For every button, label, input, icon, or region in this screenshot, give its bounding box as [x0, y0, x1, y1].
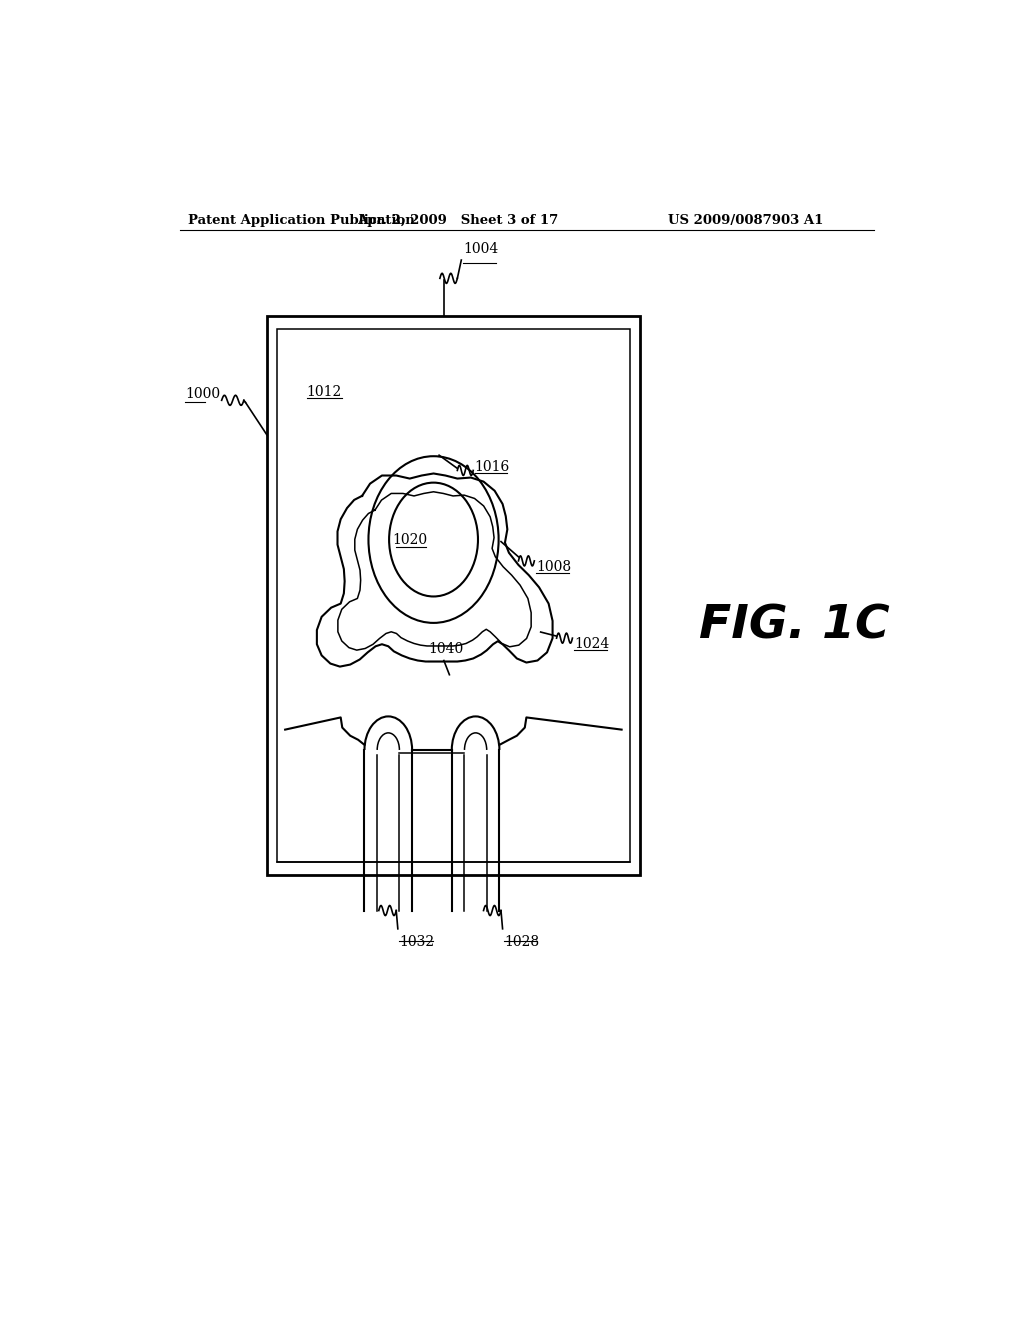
Text: 1000: 1000	[185, 387, 220, 401]
Text: 1008: 1008	[536, 560, 571, 574]
Text: 1016: 1016	[475, 461, 510, 474]
Text: 1012: 1012	[306, 385, 342, 399]
Text: 1028: 1028	[504, 935, 540, 949]
Text: Apr. 2, 2009   Sheet 3 of 17: Apr. 2, 2009 Sheet 3 of 17	[356, 214, 558, 227]
Text: 1004: 1004	[463, 242, 498, 256]
Text: FIG. 1C: FIG. 1C	[699, 603, 890, 648]
Bar	[278, 329, 630, 862]
Text: 1024: 1024	[574, 638, 609, 651]
Text: US 2009/0087903 A1: US 2009/0087903 A1	[668, 214, 823, 227]
Text: 1020: 1020	[392, 532, 427, 546]
Bar	[267, 315, 640, 875]
Text: 1040: 1040	[428, 643, 463, 656]
Text: Patent Application Publication: Patent Application Publication	[187, 214, 415, 227]
Text: 1032: 1032	[399, 935, 434, 949]
